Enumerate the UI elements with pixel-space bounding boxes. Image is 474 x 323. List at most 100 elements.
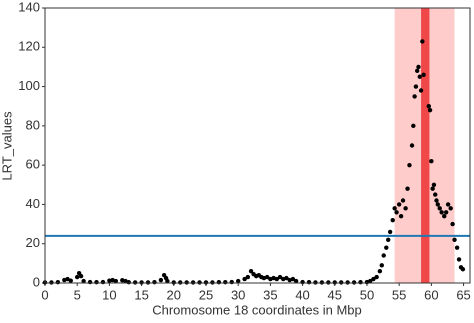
data-point	[190, 280, 196, 285]
data-point	[445, 202, 451, 207]
data-point	[414, 68, 420, 74]
data-point	[367, 278, 373, 284]
data-point	[421, 72, 426, 77]
data-point	[417, 74, 422, 79]
x-tick-label: 5	[74, 287, 81, 302]
x-tick-label: 35	[263, 287, 277, 302]
data-point	[306, 280, 312, 285]
data-point	[210, 280, 215, 285]
data-point	[407, 162, 412, 168]
data-point	[145, 280, 151, 285]
data-point	[392, 206, 397, 211]
data-point	[245, 274, 251, 280]
data-point	[78, 273, 84, 279]
x-tick-label: 50	[360, 287, 374, 302]
data-point	[443, 210, 449, 215]
data-point	[223, 280, 228, 285]
x-tick-label: 40	[295, 287, 309, 302]
data-point	[377, 269, 383, 274]
x-tick-label: 10	[102, 287, 116, 302]
y-tick-label: 120	[18, 39, 40, 54]
data-point	[413, 84, 419, 89]
data-point	[87, 279, 93, 285]
data-point	[390, 217, 395, 223]
data-point	[158, 277, 164, 283]
data-point	[429, 159, 434, 164]
data-point	[171, 280, 176, 285]
y-tick-label: 60	[26, 157, 40, 172]
data-point	[113, 278, 119, 284]
data-point	[386, 237, 391, 242]
data-point	[411, 123, 416, 129]
x-tick-label: 25	[199, 287, 213, 302]
data-point	[290, 276, 296, 282]
data-point	[216, 280, 222, 285]
data-point	[313, 280, 318, 285]
y-tick-label: 40	[26, 196, 40, 211]
data-point	[132, 280, 138, 285]
data-point	[178, 280, 183, 285]
data-point	[450, 221, 455, 227]
data-point	[409, 143, 415, 148]
y-axis-label: LRT_values	[0, 111, 14, 181]
y-tick-label: 20	[26, 235, 40, 250]
data-point	[235, 278, 241, 284]
data-point	[248, 269, 254, 274]
y-tick-label: 80	[26, 117, 40, 132]
data-point	[332, 280, 337, 285]
data-point	[452, 237, 457, 242]
data-point	[381, 253, 386, 258]
data-point	[412, 94, 417, 99]
data-point	[427, 107, 433, 113]
data-point	[394, 210, 399, 215]
data-point	[431, 182, 437, 187]
data-point	[430, 186, 435, 191]
data-point	[293, 278, 299, 284]
plot-frame	[44, 7, 471, 284]
x-tick-label: 65	[456, 287, 470, 302]
data-point	[100, 279, 106, 285]
data-point	[439, 210, 444, 215]
data-point	[264, 274, 270, 280]
x-tick-label: 0	[41, 287, 48, 302]
data-point	[434, 198, 439, 203]
data-point	[433, 192, 438, 197]
x-tick-label: 20	[167, 287, 181, 302]
data-point	[339, 280, 344, 285]
data-point	[139, 280, 144, 285]
data-point	[400, 198, 406, 203]
data-point	[55, 280, 61, 285]
data-point	[435, 202, 441, 207]
data-point	[437, 206, 442, 211]
data-point	[229, 279, 234, 285]
data-point	[371, 276, 376, 282]
data-point	[277, 274, 283, 280]
x-tick-label: 15	[134, 287, 148, 302]
data-point	[68, 278, 73, 283]
x-tick-label: 55	[392, 287, 406, 302]
data-point	[126, 280, 131, 285]
data-point	[284, 275, 289, 281]
data-point	[49, 280, 54, 285]
data-point	[345, 280, 350, 285]
y-tick-label: 100	[18, 78, 40, 93]
data-point	[379, 263, 384, 268]
data-point	[384, 245, 389, 250]
data-point	[418, 88, 424, 93]
data-point	[387, 229, 393, 235]
data-point	[203, 280, 209, 285]
data-point	[319, 280, 325, 285]
x-tick-label: 30	[231, 287, 245, 302]
data-point	[197, 280, 202, 285]
y-tick-label: 140	[18, 0, 40, 14]
data-point	[405, 186, 410, 191]
data-point	[326, 280, 331, 285]
data-point	[416, 64, 421, 70]
data-point	[74, 274, 80, 280]
x-tick-label: 45	[328, 287, 342, 302]
x-tick-label: 60	[424, 287, 438, 302]
data-point	[152, 280, 157, 285]
data-point	[358, 280, 363, 285]
